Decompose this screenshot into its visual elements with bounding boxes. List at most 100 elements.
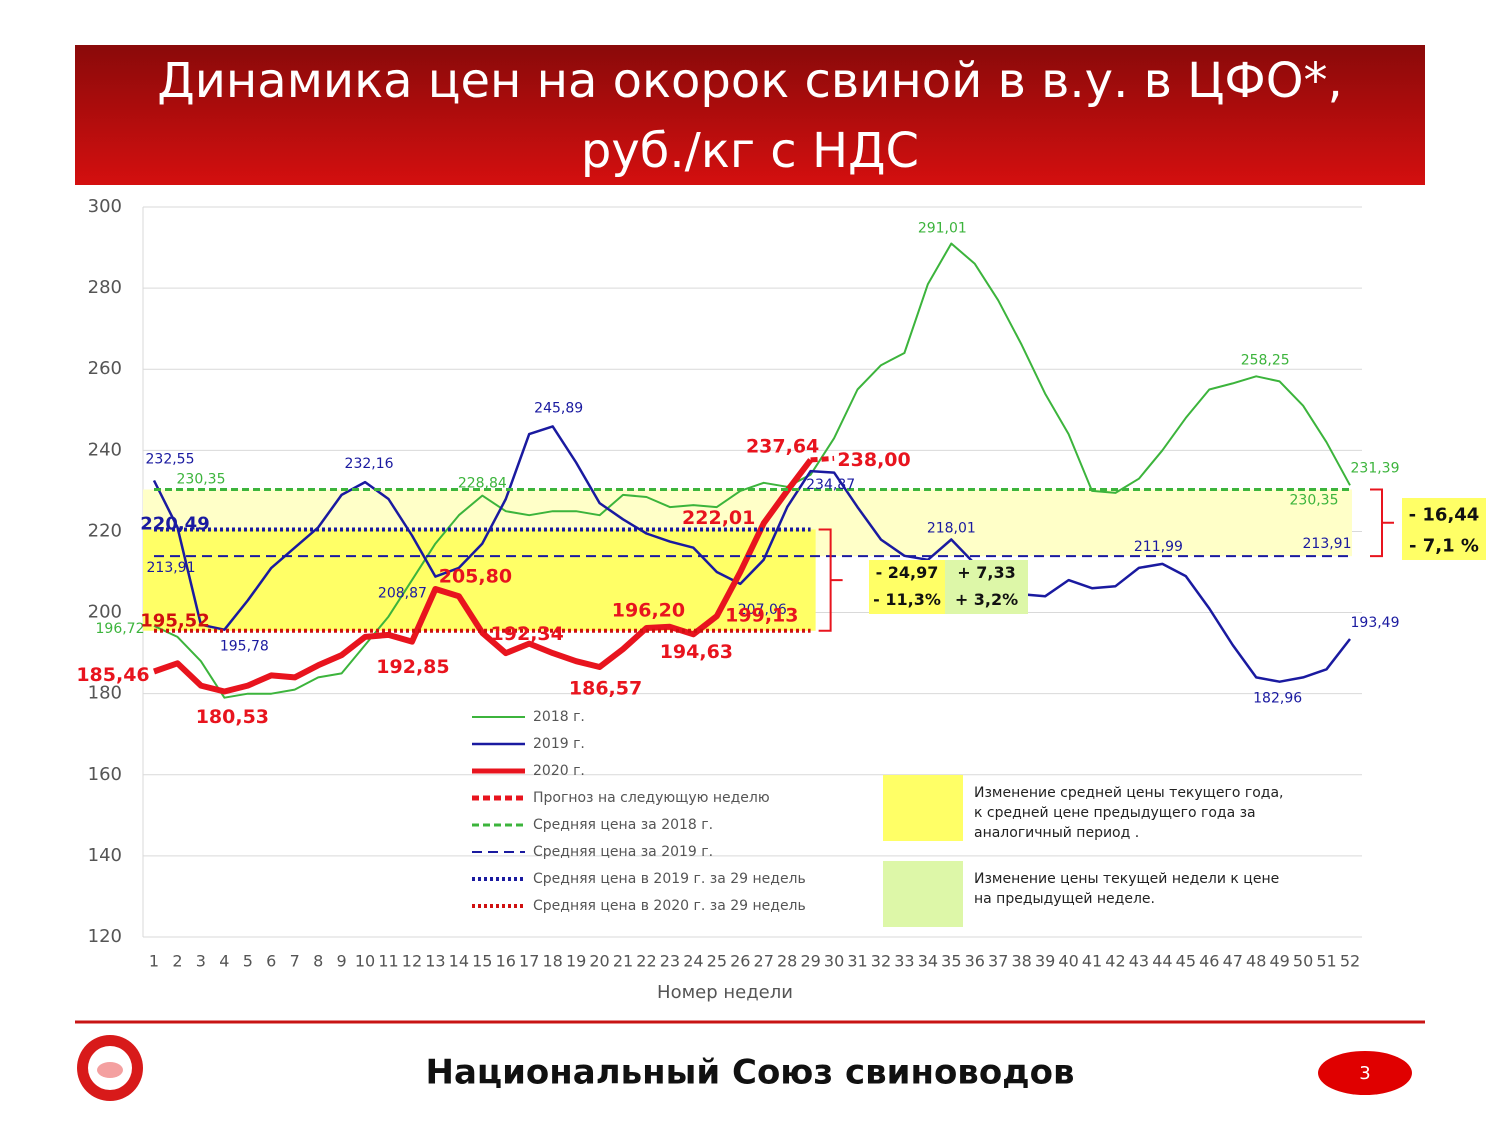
x-tick-label: 39 <box>1035 952 1055 971</box>
annotation-text: - 16,44 <box>1409 505 1480 526</box>
note-text: Изменение средней цены текущего года, <box>974 785 1283 801</box>
note-text: аналогичный период . <box>974 825 1139 841</box>
data-label: 193,49 <box>1351 615 1400 631</box>
x-tick-label: 37 <box>988 952 1008 971</box>
x-tick-label: 27 <box>754 952 774 971</box>
x-tick-label: 23 <box>660 952 680 971</box>
y-tick-label: 280 <box>88 277 122 298</box>
x-tick-label: 11 <box>378 952 398 971</box>
x-tick-label: 46 <box>1199 952 1219 971</box>
data-label: 230,35 <box>177 471 226 487</box>
data-label: 234,87 <box>806 477 855 493</box>
x-tick-label: 24 <box>683 952 703 971</box>
x-tick-label: 36 <box>965 952 985 971</box>
x-tick-label: 19 <box>566 952 586 971</box>
x-tick-label: 31 <box>847 952 867 971</box>
y-tick-label: 260 <box>88 358 122 379</box>
x-tick-label: 38 <box>1012 952 1032 971</box>
y-tick-label: 200 <box>88 602 122 623</box>
x-tick-label: 50 <box>1293 952 1313 971</box>
x-tick-label: 28 <box>777 952 797 971</box>
legend-label: 2020 г. <box>533 763 585 779</box>
series-line <box>153 458 813 695</box>
annotation-text: + 3,2% <box>955 590 1018 609</box>
data-label: 207,06 <box>738 602 787 618</box>
x-tick-label: 33 <box>894 952 914 971</box>
x-tick-label: 18 <box>542 952 562 971</box>
bracket <box>818 528 843 632</box>
data-label: 231,39 <box>1351 460 1400 476</box>
x-tick-label: 17 <box>519 952 539 971</box>
data-label: 185,46 <box>76 664 149 686</box>
data-label: 230,35 <box>1290 492 1339 508</box>
y-tick-label: 120 <box>88 926 122 947</box>
x-tick-label: 25 <box>707 952 727 971</box>
annotation-text: + 7,33 <box>957 563 1015 582</box>
note-text: на предыдущей неделе. <box>974 891 1155 907</box>
legend-label: Средняя цена в 2019 г. за 29 недель <box>533 871 806 887</box>
bracket <box>1370 488 1394 558</box>
note-text: Изменение цены текущей недели к цене <box>974 871 1279 887</box>
data-label: 232,55 <box>146 452 195 468</box>
x-tick-label: 49 <box>1269 952 1289 971</box>
x-tick-label: 4 <box>219 952 229 971</box>
title: Динамика цен на окорок свиной в в.у. в Ц… <box>157 53 1343 109</box>
note-text: к средней цене предыдущего года за <box>974 805 1256 821</box>
data-label: 182,96 <box>1253 691 1302 707</box>
y-tick-label: 160 <box>88 764 122 785</box>
footer-organization: Национальный Союз свиноводов <box>425 1053 1074 1093</box>
x-tick-label: 44 <box>1152 952 1172 971</box>
legend-label: Средняя цена за 2018 г. <box>533 817 713 833</box>
data-label: 228,84 <box>458 476 507 492</box>
data-label: 196,20 <box>612 599 685 621</box>
data-label: 208,87 <box>378 586 427 602</box>
data-label: 211,99 <box>1134 539 1183 555</box>
data-label: 186,57 <box>569 678 642 700</box>
data-label: 258,25 <box>1241 352 1290 368</box>
y-tick-label: 300 <box>88 196 122 217</box>
x-tick-label: 48 <box>1246 952 1266 971</box>
page-badge <box>1318 1051 1412 1095</box>
annotation-box <box>945 560 1028 614</box>
logo <box>97 1062 123 1078</box>
data-label: 194,63 <box>660 641 733 663</box>
x-tick-label: 26 <box>730 952 750 971</box>
x-tick-label: 35 <box>941 952 961 971</box>
annotation-text: - 24,97 <box>876 563 939 582</box>
y-tick-label: 140 <box>88 845 122 866</box>
x-tick-label: 22 <box>636 952 656 971</box>
data-label: 180,53 <box>196 706 269 728</box>
x-axis-label: Номер недели <box>657 982 793 1003</box>
x-tick-label: 45 <box>1176 952 1196 971</box>
x-tick-label: 30 <box>824 952 844 971</box>
data-label: 237,64 <box>746 435 819 457</box>
data-label: 199,13 <box>725 605 798 627</box>
x-tick-label: 10 <box>355 952 375 971</box>
y-tick-label: 220 <box>88 520 122 541</box>
data-label: 222,01 <box>682 507 755 529</box>
data-label: 213,91 <box>1303 536 1352 552</box>
x-tick-label: 21 <box>613 952 633 971</box>
data-label: 232,16 <box>345 456 394 472</box>
legend-label: 2018 г. <box>533 709 585 725</box>
page-number: 3 <box>1359 1063 1370 1084</box>
legend-label: 2019 г. <box>533 736 585 752</box>
x-tick-label: 3 <box>196 952 206 971</box>
x-tick-label: 5 <box>243 952 253 971</box>
x-tick-label: 42 <box>1105 952 1125 971</box>
data-label: 220,49 <box>140 513 209 534</box>
legend-label: Прогноз на следующую неделю <box>533 790 770 806</box>
data-label: 218,01 <box>927 521 976 537</box>
series-line <box>153 242 1351 699</box>
y-tick-label: 240 <box>88 439 122 460</box>
x-tick-label: 1 <box>149 952 159 971</box>
x-tick-label: 47 <box>1223 952 1243 971</box>
legend-label: Средняя цена за 2019 г. <box>533 844 713 860</box>
data-label: 195,52 <box>140 611 209 632</box>
data-label: 192,34 <box>491 623 564 645</box>
x-tick-label: 12 <box>402 952 422 971</box>
data-label: 238,00 <box>837 449 910 471</box>
x-tick-label: 32 <box>871 952 891 971</box>
x-tick-label: 41 <box>1082 952 1102 971</box>
